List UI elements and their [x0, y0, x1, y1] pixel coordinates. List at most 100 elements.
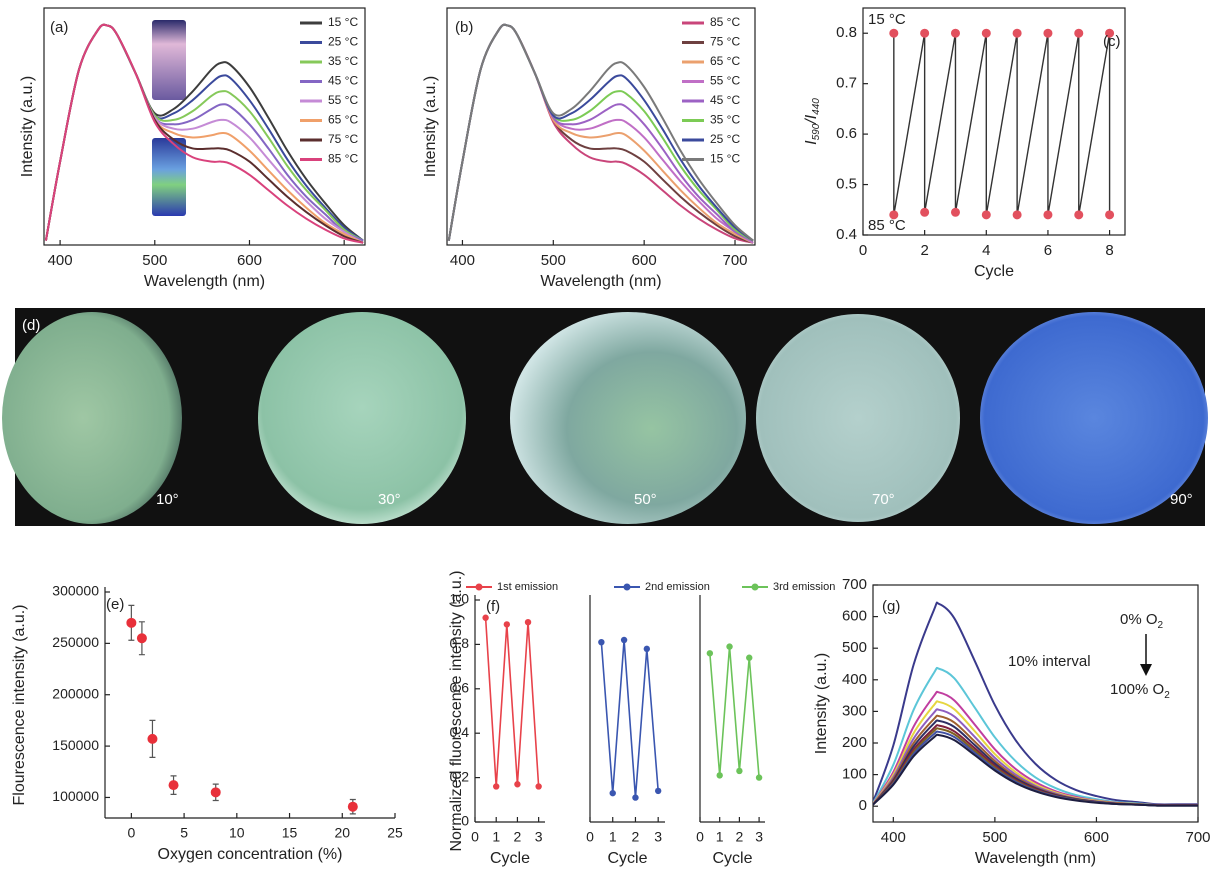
y-axis-title-part: 590: [811, 123, 822, 140]
annotation-part: 100% O: [1110, 681, 1164, 698]
x-tick-label: 3: [654, 829, 662, 845]
point: [920, 207, 930, 217]
x-tick-label: 2: [920, 242, 928, 259]
annotation-part: 2: [1164, 690, 1170, 701]
legend-marker: [751, 583, 759, 591]
point: [493, 783, 500, 790]
x-tick-label: 2: [735, 829, 743, 845]
point: [889, 210, 899, 220]
legend-label: 1st emission: [497, 581, 558, 593]
legend-label: 3rd emission: [773, 581, 835, 593]
y-axis-title: Normalized fluorescence intensity (a.u.): [448, 570, 465, 851]
legend-marker: [475, 583, 483, 591]
series-line: [447, 23, 754, 244]
point: [1012, 28, 1022, 38]
x-axis-title: Wavelength (nm): [975, 850, 1096, 867]
x-tick-label: 1: [492, 829, 500, 845]
x-tick-label: 500: [982, 829, 1007, 846]
legend-label: 35 °C: [328, 54, 358, 68]
y-tick-label: 0.7: [836, 75, 857, 92]
x-tick-label: 25: [387, 825, 403, 841]
y-axis-title: Flourescence intensity (a.u.): [11, 605, 28, 806]
point: [632, 794, 639, 801]
y-tick-label: 0.6: [450, 680, 470, 696]
y-tick-label: 300000: [52, 583, 99, 599]
dish: [258, 312, 466, 524]
legend-label: 15 °C: [328, 15, 358, 29]
plot-frame: [446, 7, 756, 246]
y-tick-label: 600: [842, 608, 867, 625]
y-tick-label: 700: [842, 576, 867, 593]
x-axis-title: Wavelength (nm): [144, 273, 265, 290]
legend-label: 45 °C: [328, 74, 358, 88]
point: [210, 787, 221, 798]
annotation-part: 2: [1158, 620, 1164, 631]
point: [706, 650, 714, 657]
point: [1043, 210, 1053, 220]
y-axis-title-part: 440: [811, 98, 822, 115]
y-tick-label: 200: [842, 734, 867, 751]
legend-label: 45 °C: [710, 93, 740, 107]
legend-label: 75 °C: [710, 35, 740, 49]
x-tick-label: 600: [632, 252, 657, 269]
series-line: [600, 639, 659, 798]
point: [981, 28, 991, 38]
x-tick-label: 0: [471, 829, 479, 845]
x-tick-label: 1: [609, 829, 617, 845]
x-tick-label: 6: [1044, 242, 1052, 259]
series-line: [447, 23, 754, 242]
y-tick-label: 150000: [52, 737, 99, 753]
x-tick-label: 0: [859, 242, 867, 259]
plot-frame: [872, 584, 1199, 823]
panel-label: (c): [1103, 33, 1121, 50]
x-axis-title: Cycle: [490, 850, 530, 867]
legend-label: 55 °C: [710, 74, 740, 88]
series-line: [44, 23, 364, 242]
y-tick-label: 0.2: [450, 768, 470, 784]
x-tick-label: 700: [1185, 829, 1210, 846]
panel-label: (e): [106, 596, 124, 613]
series-line: [873, 601, 1198, 806]
plot-frame: [43, 7, 366, 246]
vial-image: [152, 20, 186, 100]
x-tick-label: 600: [237, 252, 262, 269]
legend-label: 35 °C: [710, 113, 740, 127]
point: [950, 28, 960, 38]
y-tick-label: 100: [842, 766, 867, 783]
point: [950, 207, 960, 217]
y-tick-label: 0.4: [836, 226, 857, 243]
point: [1074, 28, 1084, 38]
photo-caption: 90°: [1170, 491, 1193, 508]
point: [524, 619, 532, 626]
series-line: [44, 23, 364, 242]
legend-label: 65 °C: [328, 113, 358, 127]
x-axis-title: Oxygen concentration (%): [158, 846, 343, 863]
series-line: [873, 733, 1198, 807]
panel-label: (g): [882, 598, 900, 615]
y-tick-label: 0.6: [836, 125, 857, 142]
point: [726, 643, 733, 650]
point: [347, 801, 358, 812]
point: [126, 617, 137, 628]
point: [147, 733, 158, 744]
point: [482, 614, 489, 621]
legend-label: 25 °C: [710, 132, 740, 146]
x-tick-label: 2: [632, 829, 640, 845]
point: [716, 772, 723, 779]
point: [1105, 210, 1115, 220]
legend-marker: [623, 583, 631, 591]
annotation: 100% O2: [1110, 681, 1170, 701]
y-axis-title: I590/I440: [803, 98, 821, 145]
photo-caption: 10°: [156, 491, 179, 508]
arrow-head: [1140, 664, 1152, 676]
point: [136, 633, 147, 644]
series-line: [709, 646, 760, 778]
series-line: [447, 23, 754, 242]
annotation: 10% interval: [1008, 653, 1091, 670]
x-tick-label: 3: [755, 829, 763, 845]
series-line: [44, 23, 364, 242]
x-tick-label: 500: [142, 252, 167, 269]
y-axis-title-part: /I: [803, 114, 820, 124]
annotation: 85 °C: [868, 217, 906, 234]
y-axis-title: Intensity (a.u.): [422, 76, 439, 177]
